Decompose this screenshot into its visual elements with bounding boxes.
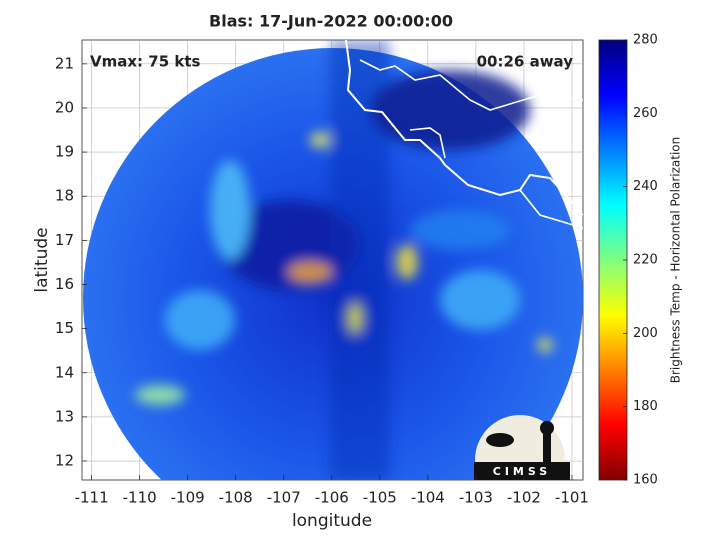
y-tick-label: 19 — [55, 143, 74, 161]
y-tick-label: 16 — [55, 275, 74, 293]
x-tick-label: -110 — [123, 489, 157, 507]
y-tick-label: 17 — [55, 231, 74, 249]
colorbar-label: Brightness Temp - Horizontal Polarizatio… — [669, 137, 683, 384]
colorbar — [598, 39, 628, 481]
x-tick-label: -106 — [315, 489, 349, 507]
x-tick-label: -111 — [75, 489, 109, 507]
x-tick-label: -104 — [411, 489, 445, 507]
y-tick-label: 21 — [55, 54, 74, 72]
annotation: 00:26 away — [477, 53, 574, 71]
y-tick-label: 14 — [55, 363, 74, 381]
colorbar-tick-label: 200 — [633, 326, 658, 341]
x-tick-label: -107 — [267, 489, 301, 507]
x-axis-label: longitude — [292, 511, 372, 531]
x-tick-label: -105 — [363, 489, 397, 507]
colorbar-tick-label: 220 — [633, 253, 658, 268]
y-tick-label: 20 — [55, 98, 74, 116]
y-axis-label: latitude — [32, 227, 52, 292]
colorbar-tick-label: 180 — [633, 399, 658, 414]
y-tick-label: 18 — [55, 187, 74, 205]
y-tick-label: 15 — [55, 319, 74, 337]
x-tick-label: -101 — [555, 489, 589, 507]
chart-title: Blas: 17-Jun-2022 00:00:00 — [209, 12, 453, 31]
logo-text: CIMSS — [493, 465, 551, 478]
x-tick-label: -103 — [459, 489, 493, 507]
x-tick-label: -108 — [219, 489, 253, 507]
colorbar-tick-label: 240 — [633, 179, 658, 194]
colorbar-tick-label: 160 — [633, 473, 658, 488]
colorbar-tick-label: 280 — [633, 33, 658, 48]
annotation: Vmax: 75 kts — [90, 53, 200, 71]
y-tick-label: 12 — [55, 452, 74, 470]
colorbar-tick-label: 260 — [633, 106, 658, 121]
swath-image — [83, 40, 583, 480]
x-tick-label: -102 — [507, 489, 541, 507]
y-tick-label: 13 — [55, 407, 74, 425]
logo: CIMSS — [474, 415, 570, 480]
x-tick-label: -109 — [171, 489, 205, 507]
